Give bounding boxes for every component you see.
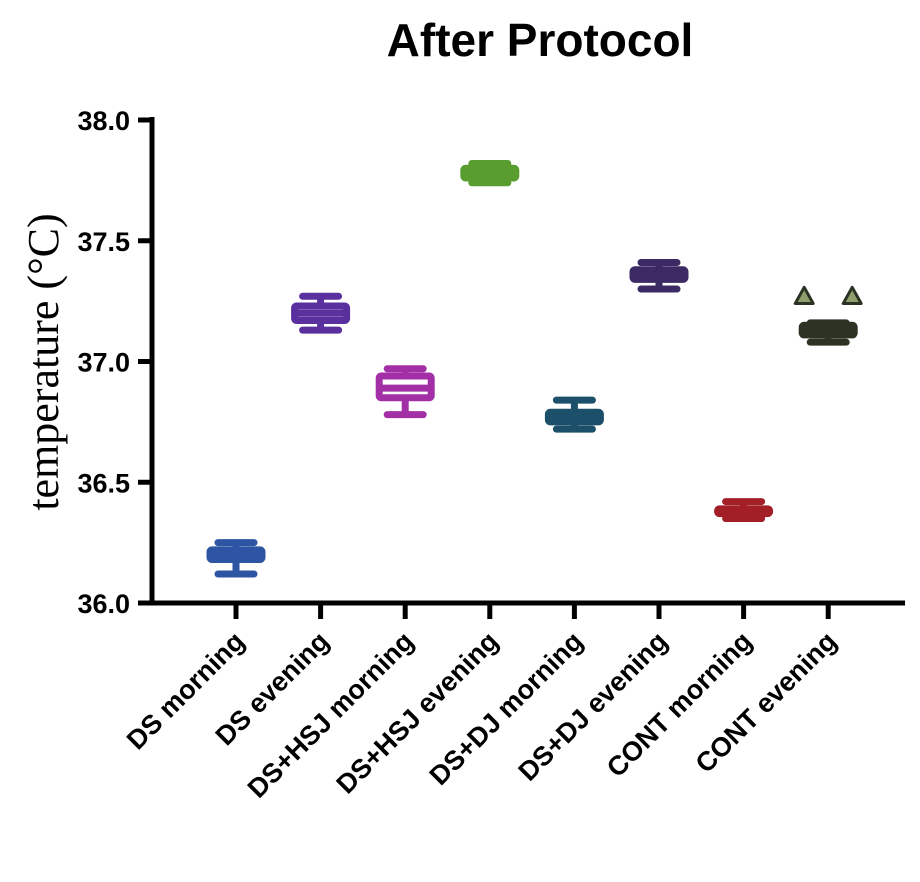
x-tick-label: DS+HSJ evening: [331, 626, 504, 799]
outliers: [793, 285, 863, 305]
x-tick-label: CONT morning: [601, 626, 758, 783]
box-ds-evening: [291, 292, 351, 334]
boxes: [206, 159, 858, 578]
x-tick-label: DS+DJ evening: [512, 626, 673, 787]
y-tick-label: 36.5: [77, 468, 130, 498]
box-ds-hsj-evening: [460, 159, 520, 187]
y-tick-label: 38.0: [77, 106, 130, 136]
chart-title: After Protocol: [387, 14, 694, 66]
y-tick-label: 36.0: [77, 589, 130, 619]
y-tick-label: 37.0: [77, 348, 130, 378]
x-tick-label: DS+DJ morning: [424, 626, 589, 791]
y-tick-label: 37.5: [77, 227, 130, 257]
y-ticks: 36.0 36.5 37.0 37.5 38.0: [77, 106, 152, 619]
box-ds-hsj-morning: [375, 365, 435, 419]
box-cont-evening: [798, 319, 858, 346]
outlier-point: [841, 285, 863, 305]
y-axis-label: temperature (°C): [19, 213, 68, 510]
box-ds-dj-evening: [629, 258, 689, 293]
box-ds-morning: [206, 539, 266, 578]
axes: [149, 117, 905, 606]
box-ds-dj-morning: [544, 396, 604, 433]
outlier-point: [793, 285, 815, 305]
box-cont-morning: [714, 498, 774, 522]
